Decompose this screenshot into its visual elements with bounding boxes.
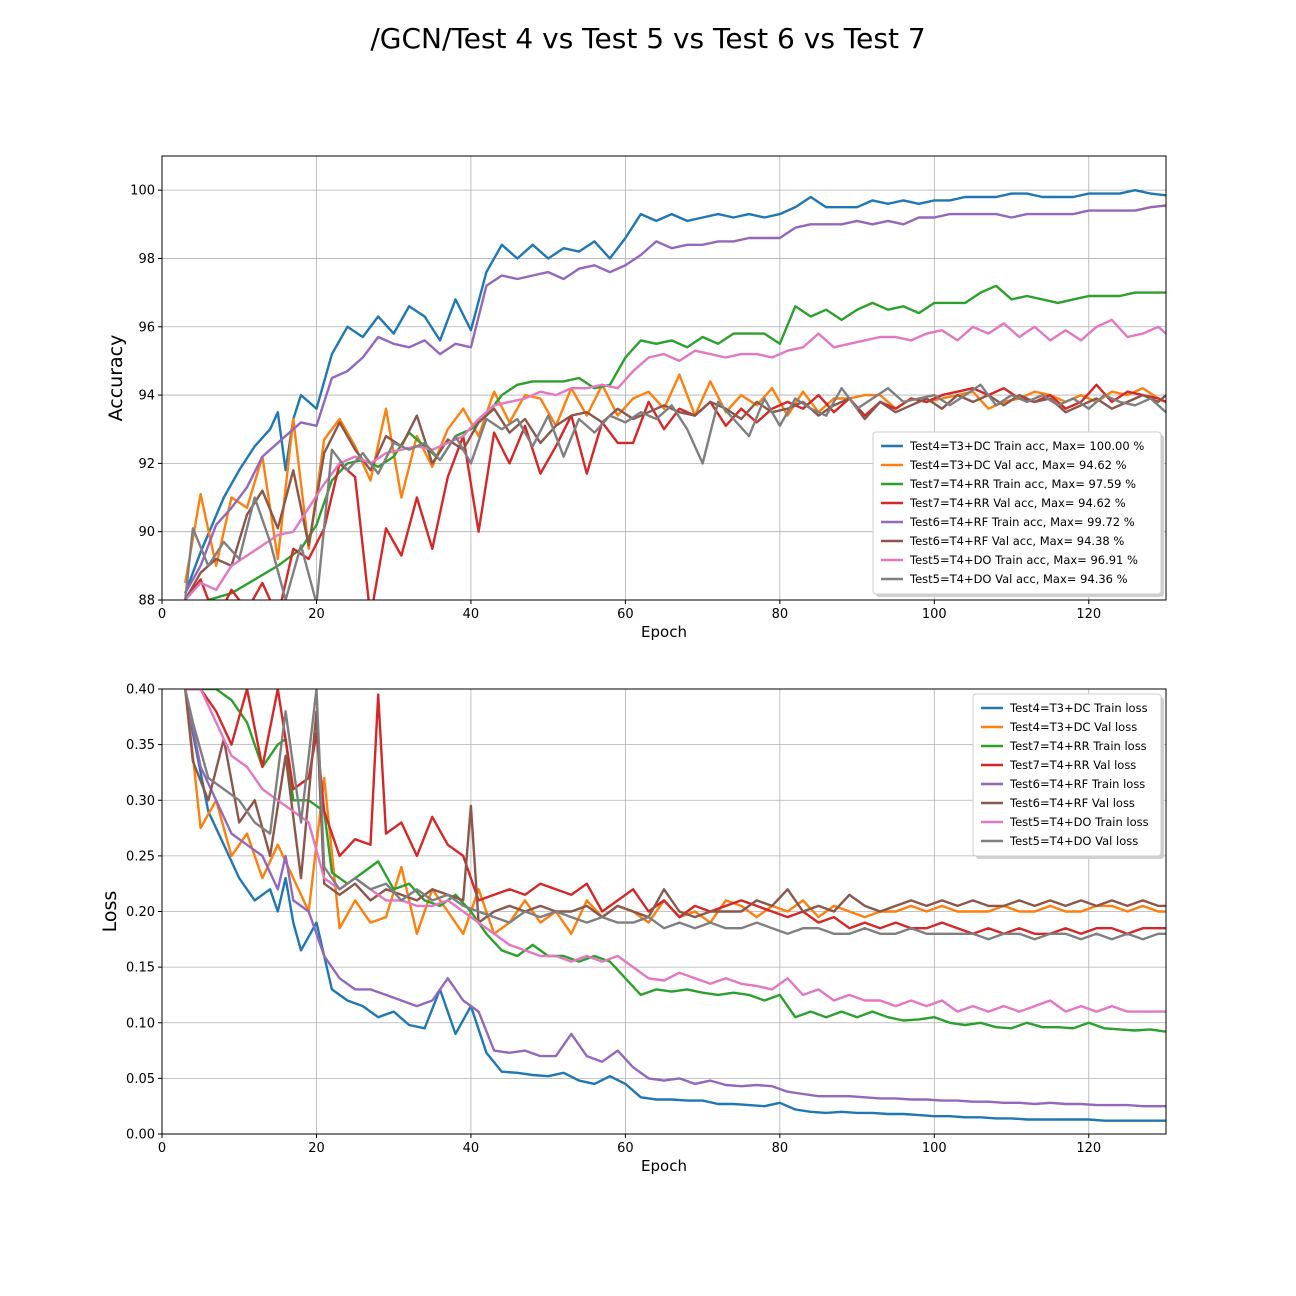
acc-x-tick-label: 20	[308, 607, 325, 622]
loss-y-tick-label: 0.25	[126, 849, 155, 864]
acc-series-line-3	[184, 383, 1166, 600]
loss-legend-entry-7: Test5=T4+DO Val loss	[1009, 834, 1138, 848]
acc-series-line-5	[184, 393, 1166, 600]
acc-y-tick-label: 94	[138, 389, 155, 404]
acc-legend-entry-0: Test4=T3+DC Train acc, Max= 100.00 %	[909, 439, 1144, 453]
acc-legend-box	[872, 431, 1162, 595]
loss-legend-entry-4: Test6=T4+RF Train loss	[1009, 777, 1145, 791]
loss-y-tick-label: 0.00	[126, 1128, 155, 1143]
loss-y-tick-label: 0.05	[126, 1072, 155, 1087]
acc-legend-entry-2: Test7=T4+RR Train acc, Max= 97.59 %	[909, 477, 1136, 491]
figure-title: /GCN/Test 4 vs Test 5 vs Test 6 vs Test …	[370, 22, 925, 55]
acc-y-tick-label: 88	[138, 594, 155, 609]
acc-legend-entry-3: Test7=T4+RR Val acc, Max= 94.62 %	[909, 496, 1126, 510]
loss-legend-entry-0: Test4=T3+DC Train loss	[1009, 701, 1148, 715]
acc-series-line-6	[184, 318, 1166, 600]
acc-x-tick-label: 120	[1076, 607, 1101, 622]
acc-legend-entry-7: Test5=T4+DO Val acc, Max= 94.36 %	[909, 572, 1128, 586]
loss-y-axis-label: Loss	[99, 891, 121, 933]
acc-series-line-2	[206, 284, 1166, 600]
acc-y-axis-label: Accuracy	[105, 335, 127, 422]
acc-x-tick-label: 40	[463, 607, 480, 622]
loss-y-tick-label: 0.35	[126, 738, 155, 753]
loss-plot: 0 20 40 60 80 100 120 0.00 0.05 0.10 0.15 0.20 0.25 0…	[99, 683, 1167, 1175]
loss-series-line-7	[184, 689, 1166, 941]
loss-series-group	[184, 689, 1166, 1122]
accuracy-plot: 0 20 40 60 80 100 120 88 90 92 94 96 98 100 Epoch Accur…	[105, 155, 1167, 641]
acc-legend: Test4=T3+DC Train acc, Max= 100.00 % Test…	[872, 431, 1164, 597]
loss-x-tick-label: 20	[308, 1141, 325, 1156]
acc-legend-entry-5: Test6=T4+RF Val acc, Max= 94.38 %	[909, 534, 1124, 548]
loss-legend-entry-3: Test7=T4+RR Val loss	[1009, 758, 1136, 772]
acc-series-line-0	[184, 188, 1166, 594]
acc-y-tick-label: 96	[138, 320, 155, 335]
acc-series-line-7	[184, 383, 1166, 600]
loss-y-tick-label: 0.40	[126, 683, 155, 698]
acc-axes-frame	[161, 155, 1167, 601]
loss-series-line-5	[184, 689, 1166, 924]
loss-y-tick-label: 0.20	[126, 905, 155, 920]
acc-legend-entry-4: Test6=T4+RF Train acc, Max= 99.72 %	[909, 515, 1135, 529]
loss-y-tick-label: 0.30	[126, 794, 155, 809]
acc-y-tick-label: 90	[138, 525, 155, 540]
loss-legend-entry-2: Test7=T4+RR Train loss	[1009, 739, 1147, 753]
loss-x-tick-label: 60	[617, 1141, 634, 1156]
loss-x-tick-label: 120	[1076, 1141, 1101, 1156]
loss-y-tick-label: 0.10	[126, 1016, 155, 1031]
acc-x-axis-label: Epoch	[641, 623, 687, 641]
acc-y-tick-label: 98	[138, 252, 155, 267]
loss-series-line-2	[185, 689, 1166, 1033]
loss-legend-box	[972, 693, 1162, 857]
loss-x-tick-label: 40	[463, 1141, 480, 1156]
loss-y-tick-label: 0.15	[126, 961, 155, 976]
loss-legend-entry-6: Test5=T4+DO Train loss	[1009, 815, 1149, 829]
loss-legend-entry-1: Test4=T3+DC Val loss	[1009, 720, 1137, 734]
loss-x-tick-label: 80	[772, 1141, 789, 1156]
loss-legend-entry-5: Test6=T4+RF Val loss	[1009, 796, 1135, 810]
acc-x-tick-label: 80	[772, 607, 789, 622]
acc-x-tick-label: 60	[617, 607, 634, 622]
loss-x-axis-label: Epoch	[641, 1157, 687, 1175]
acc-y-tick-label: 92	[138, 457, 155, 472]
acc-legend-entry-1: Test4=T3+DC Val acc, Max= 94.62 %	[909, 458, 1127, 472]
loss-series-line-4	[184, 689, 1166, 1108]
acc-x-tick-label: 0	[158, 607, 166, 622]
acc-series-group	[184, 188, 1166, 600]
loss-legend: Test4=T3+DC Train loss Test4=T3+DC Val lo…	[972, 693, 1164, 859]
acc-y-tick-label: 100	[130, 184, 155, 199]
acc-legend-entry-6: Test5=T4+DO Train acc, Max= 96.91 %	[909, 553, 1138, 567]
acc-series-line-4	[184, 204, 1166, 594]
loss-series-line-0	[184, 689, 1166, 1122]
loss-x-tick-label: 0	[158, 1141, 166, 1156]
loss-x-tick-label: 100	[922, 1141, 947, 1156]
acc-x-tick-label: 100	[922, 607, 947, 622]
